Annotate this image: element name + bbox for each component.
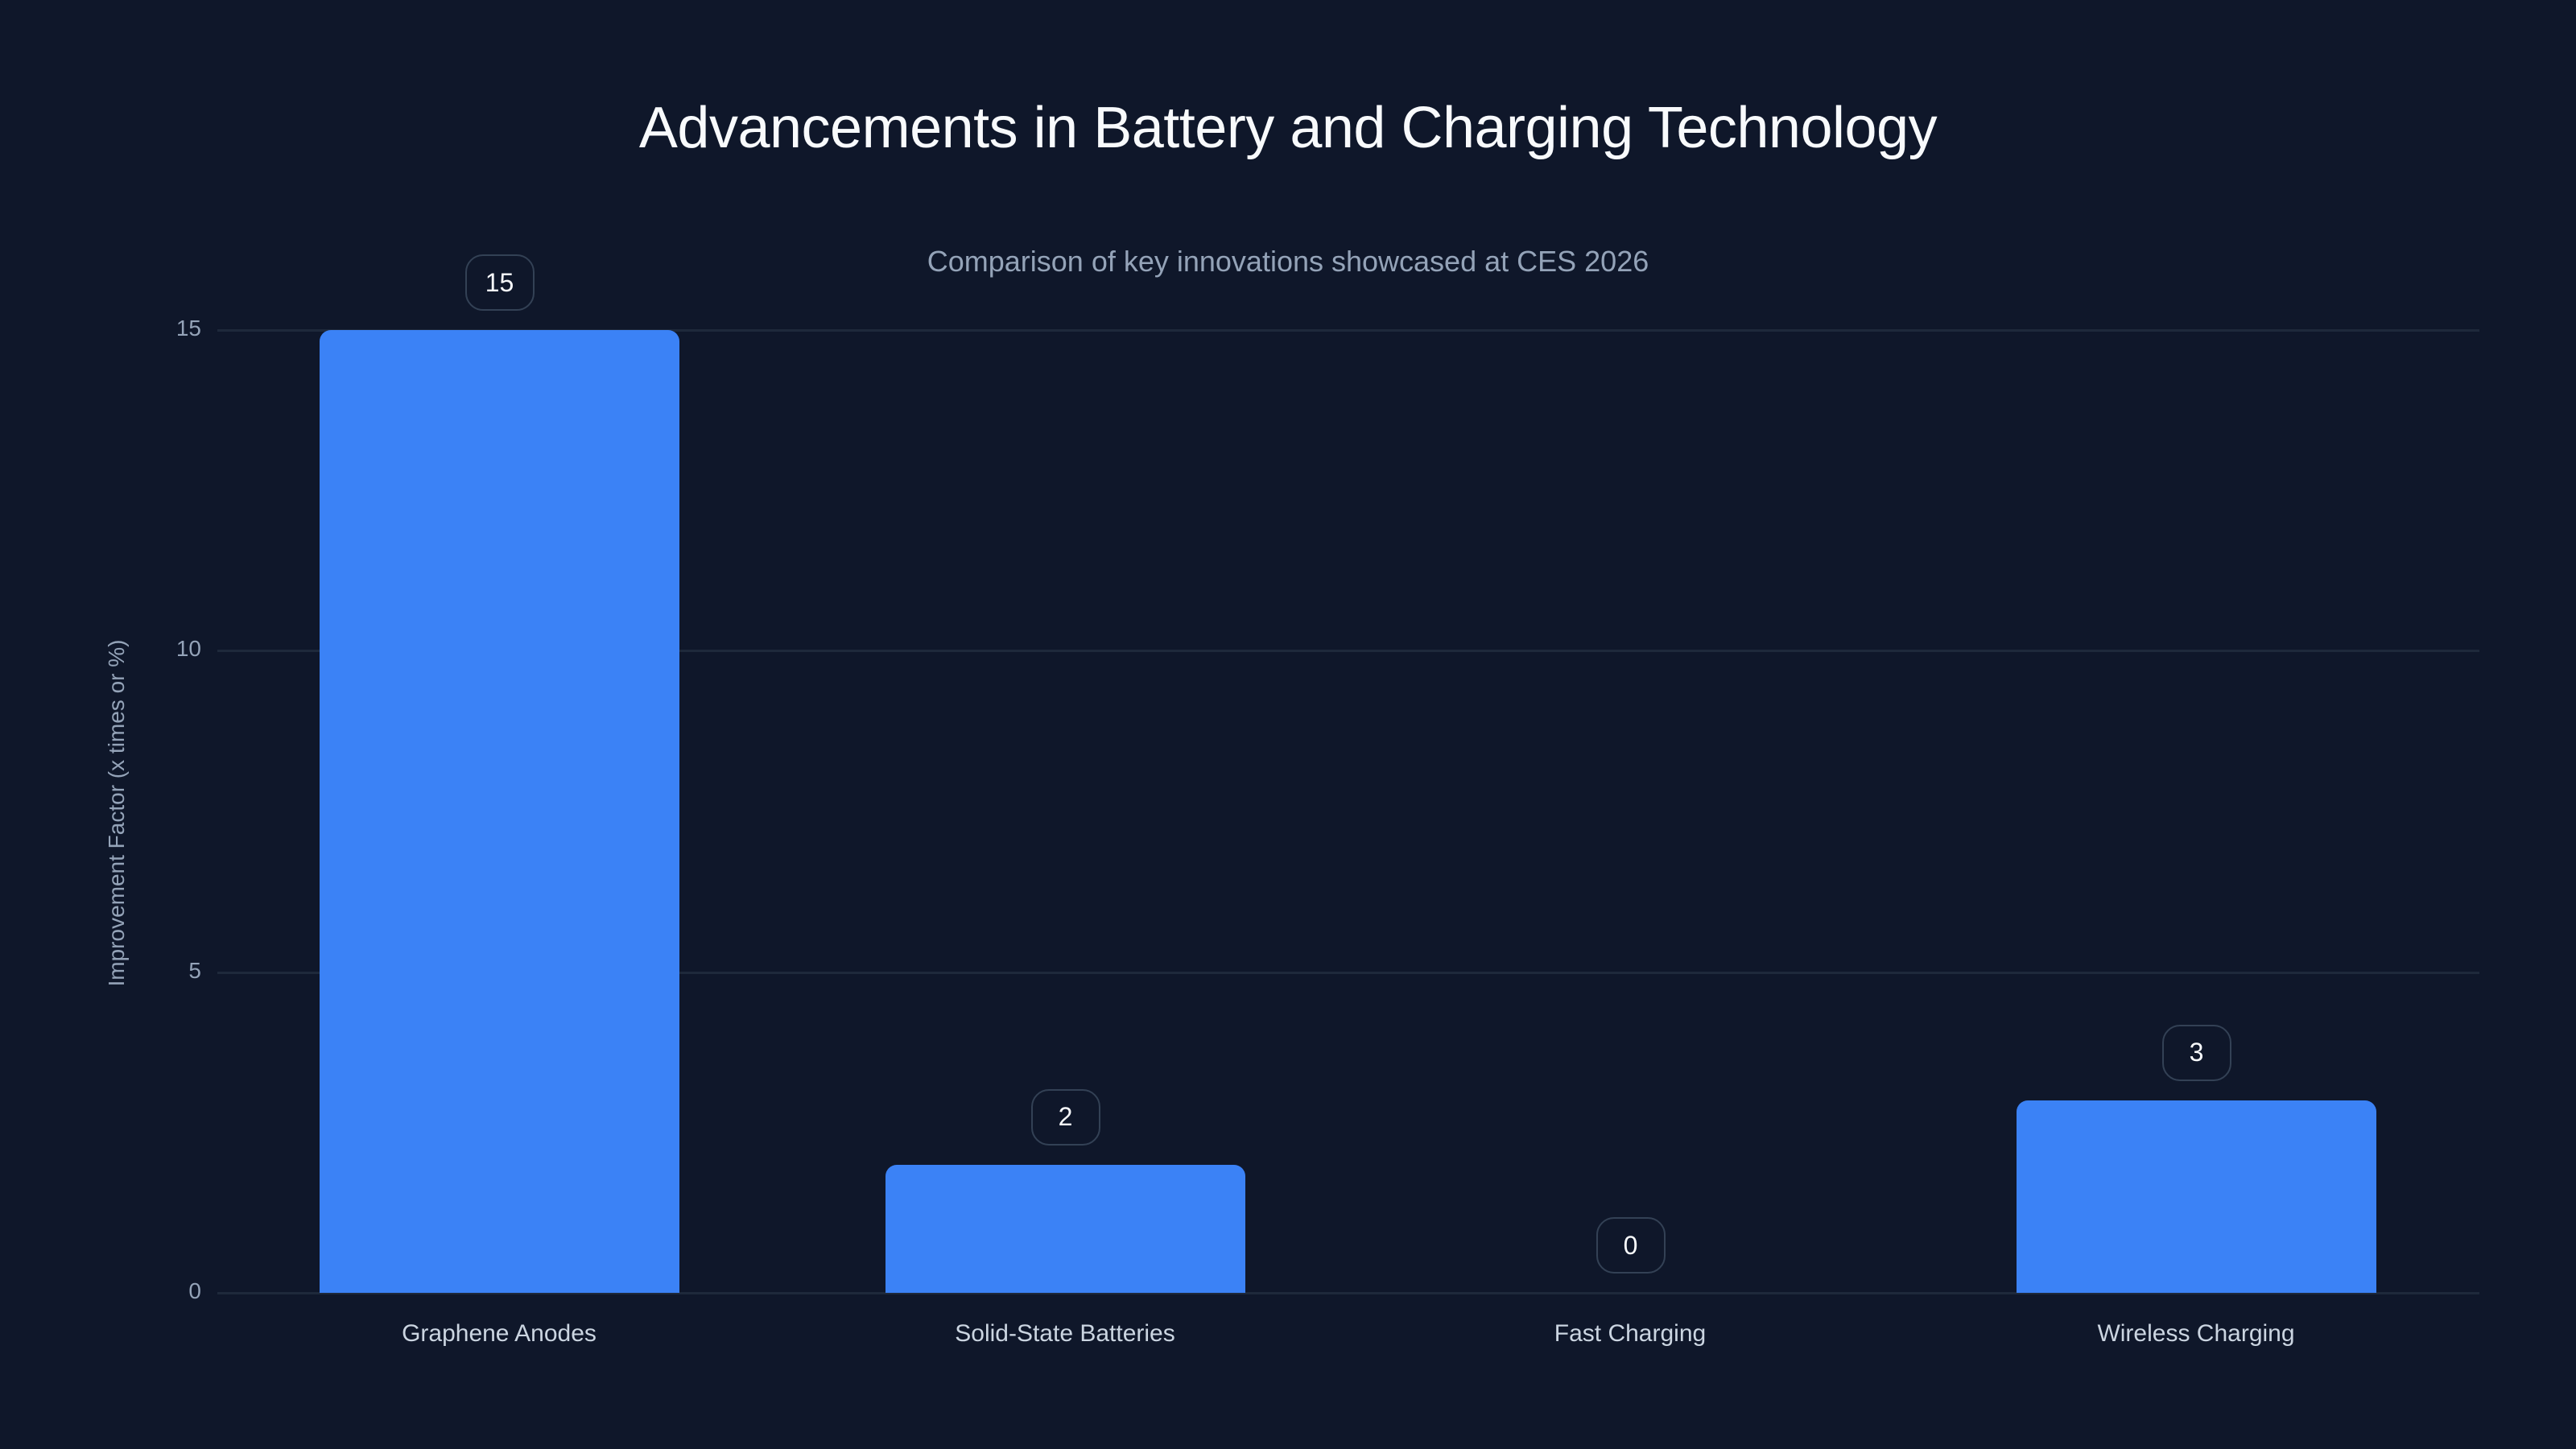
plot-area: 15 2 0 3 [217, 254, 2479, 1294]
x-tick-graphene-anodes: Graphene Anodes [402, 1320, 597, 1347]
y-tick-15: 15 [175, 316, 201, 341]
gridline-15 [217, 329, 2479, 332]
gridline-10 [217, 650, 2479, 652]
value-label-fast-charging: 0 [1596, 1217, 1666, 1274]
y-tick-10: 10 [175, 636, 201, 661]
x-tick-fast-charging: Fast Charging [1554, 1320, 1707, 1347]
value-label-wireless-charging: 3 [2161, 1024, 2231, 1081]
value-label-solid-state-batteries: 2 [1030, 1088, 1100, 1146]
chart-title: Advancements in Battery and Charging Tec… [638, 96, 1938, 160]
chart-subtitle: Comparison of key innovations showcased … [927, 245, 1649, 278]
y-axis-title: Improvement Factor (x times or %) [104, 639, 129, 987]
value-label-graphene-anodes: 15 [464, 254, 535, 311]
bar-wireless-charging[interactable] [2017, 1100, 2376, 1293]
x-tick-wireless-charging: Wireless Charging [2097, 1320, 2295, 1347]
y-tick-0: 0 [188, 1278, 201, 1303]
gridline-5 [217, 972, 2479, 974]
bar-graphene-anodes[interactable] [320, 330, 679, 1293]
x-tick-solid-state-batteries: Solid-State Batteries [955, 1320, 1175, 1347]
gridline-0 [217, 1292, 2479, 1294]
bar-solid-state-batteries[interactable] [886, 1164, 1245, 1293]
y-tick-5: 5 [188, 958, 201, 983]
